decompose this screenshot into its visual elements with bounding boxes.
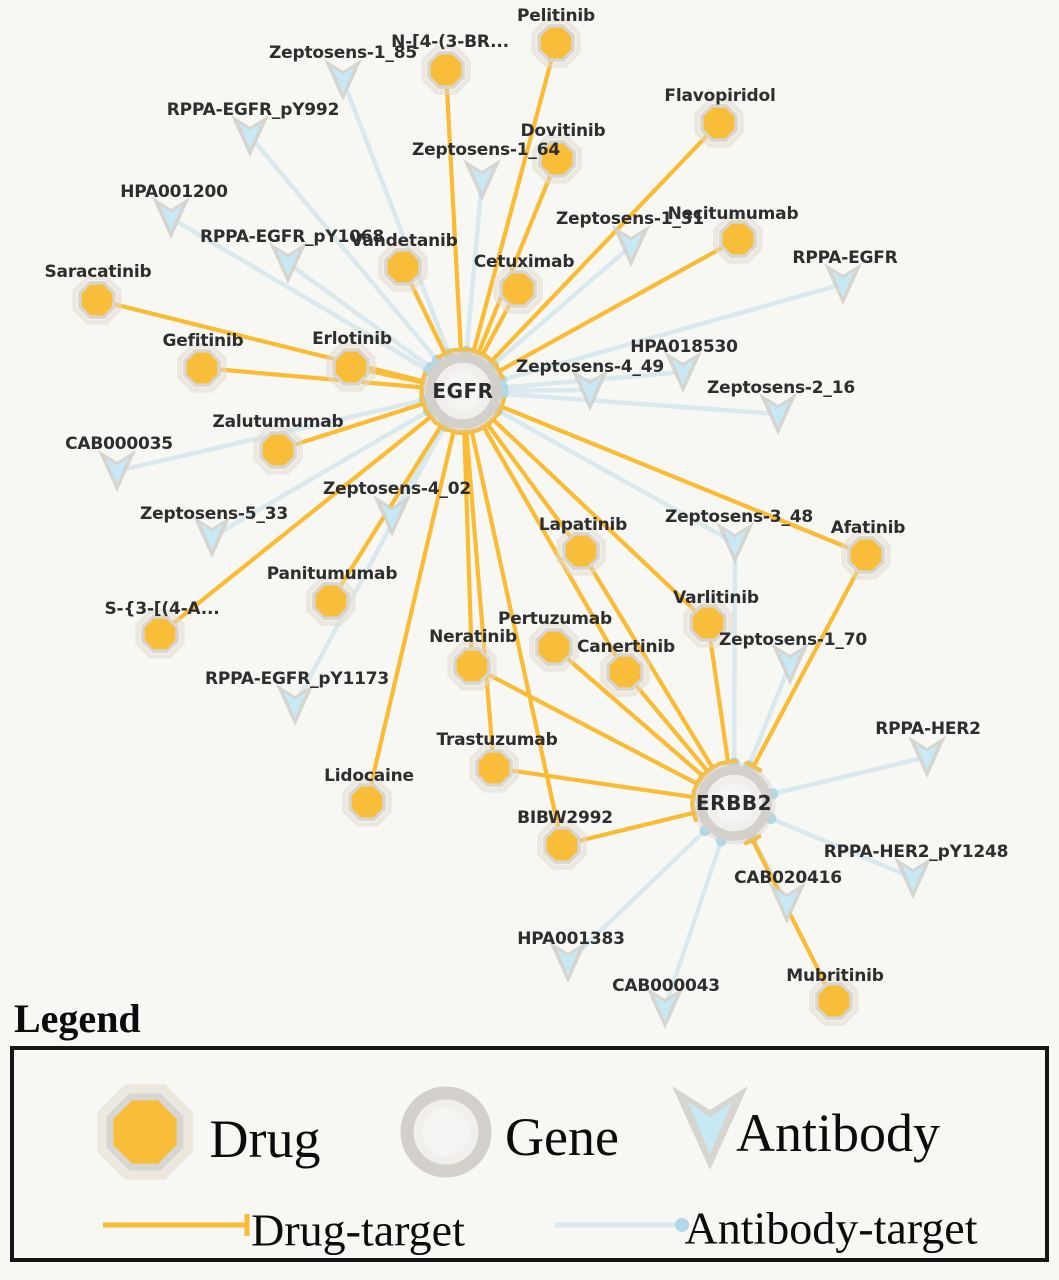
- drug-node-mubritinib[interactable]: [809, 976, 859, 1026]
- drug-node-pertuzumab[interactable]: [529, 622, 579, 672]
- antibody-node-zeptosens-4-49[interactable]: [571, 369, 609, 411]
- drug-node-trastuzumab[interactable]: [469, 743, 519, 793]
- antibody-node-cab000035[interactable]: [98, 450, 136, 492]
- drug-node-panitumumab[interactable]: [306, 576, 356, 626]
- drug-node-afatinib[interactable]: [841, 530, 891, 580]
- antibody-node-hpa001383[interactable]: [549, 941, 587, 983]
- legend-gene-swatch: [400, 1086, 492, 1178]
- legend-antibody-label: Antibody: [735, 1103, 941, 1163]
- drug-node-neratinib[interactable]: [447, 641, 497, 691]
- antibody-node-zeptosens-1-64[interactable]: [463, 159, 501, 201]
- nodes-layer: [72, 18, 891, 1026]
- antibody-node-zeptosens-1-85[interactable]: [324, 59, 362, 101]
- antibody-node-zeptosens-5-33[interactable]: [193, 516, 231, 558]
- legend-antibody-target-swatch: [555, 1218, 689, 1232]
- antibody-node-zeptosens-1-70[interactable]: [771, 643, 809, 685]
- drug-node-canertinib[interactable]: [600, 647, 650, 697]
- antibody-node-rppa-egfr-py992[interactable]: [231, 115, 269, 157]
- gene-node-egfr[interactable]: [421, 349, 505, 433]
- antibody-node-rppa-egfr[interactable]: [824, 263, 862, 305]
- antibody-node-zeptosens-2-16[interactable]: [759, 393, 797, 435]
- drug-node-erlotinib[interactable]: [326, 342, 376, 392]
- drug-node-pelitinib[interactable]: [531, 18, 581, 68]
- drug-node-necitumumab[interactable]: [713, 214, 763, 264]
- antibody-node-hpa018530[interactable]: [664, 351, 702, 393]
- antibody-node-rppa-egfr-py1068[interactable]: [269, 242, 307, 284]
- antibody-target-edges: [114, 77, 930, 1011]
- drug-node-gefitinib[interactable]: [177, 343, 227, 393]
- legend-box: [10, 1046, 1049, 1262]
- drug-node-lidocaine[interactable]: [342, 777, 392, 827]
- antibody-node-zeptosens-4-02[interactable]: [373, 495, 411, 537]
- antibody-node-rppa-her2[interactable]: [908, 736, 946, 778]
- legend-gene-label: Gene: [505, 1107, 619, 1167]
- antibody-node-cab020416[interactable]: [768, 882, 806, 924]
- drug-node-vandetanib[interactable]: [378, 242, 428, 292]
- antibody-nodes-layer: [98, 59, 946, 1029]
- gene-node-erbb2[interactable]: [692, 761, 776, 845]
- legend-swatches: [97, 1084, 748, 1236]
- drug-node-varlitinib[interactable]: [683, 598, 733, 648]
- legend-antibody-target-label: Antibody-target: [684, 1202, 978, 1254]
- legend-drug-swatch: [97, 1084, 193, 1180]
- legend-drug-target-swatch: [103, 1214, 250, 1236]
- antibody-node-rppa-egfr-py1173[interactable]: [276, 684, 314, 726]
- drug-node-saracatinib[interactable]: [72, 275, 122, 325]
- antibody-node-hpa001200[interactable]: [152, 197, 190, 239]
- legend-heading: Legend: [14, 996, 141, 1041]
- legend-drug-label: Drug: [209, 1109, 321, 1169]
- antibody-node-cab000043[interactable]: [646, 987, 684, 1029]
- drug-node-dovitinib[interactable]: [532, 134, 582, 184]
- legend-antibody-swatch: [672, 1086, 748, 1170]
- antibody-node-zeptosens-3-48[interactable]: [716, 522, 754, 564]
- legend-drug-target-label: Drug-target: [251, 1204, 465, 1256]
- drug-node-n-4-3-br[interactable]: [421, 45, 471, 95]
- drug-node-lapatinib[interactable]: [556, 526, 606, 576]
- drug-target-edges: [94, 40, 869, 1004]
- drug-node-s-3-4-a[interactable]: [135, 609, 185, 659]
- drug-node-flavopiridol[interactable]: [694, 98, 744, 148]
- drug-node-bibw2992[interactable]: [537, 820, 587, 870]
- drug-node-zalutumumab[interactable]: [253, 425, 303, 475]
- antibody-node-rppa-her2-py1248[interactable]: [894, 857, 932, 899]
- antibody-node-zeptosens-1-31[interactable]: [612, 225, 650, 267]
- drug-node-cetuximab[interactable]: [493, 264, 543, 314]
